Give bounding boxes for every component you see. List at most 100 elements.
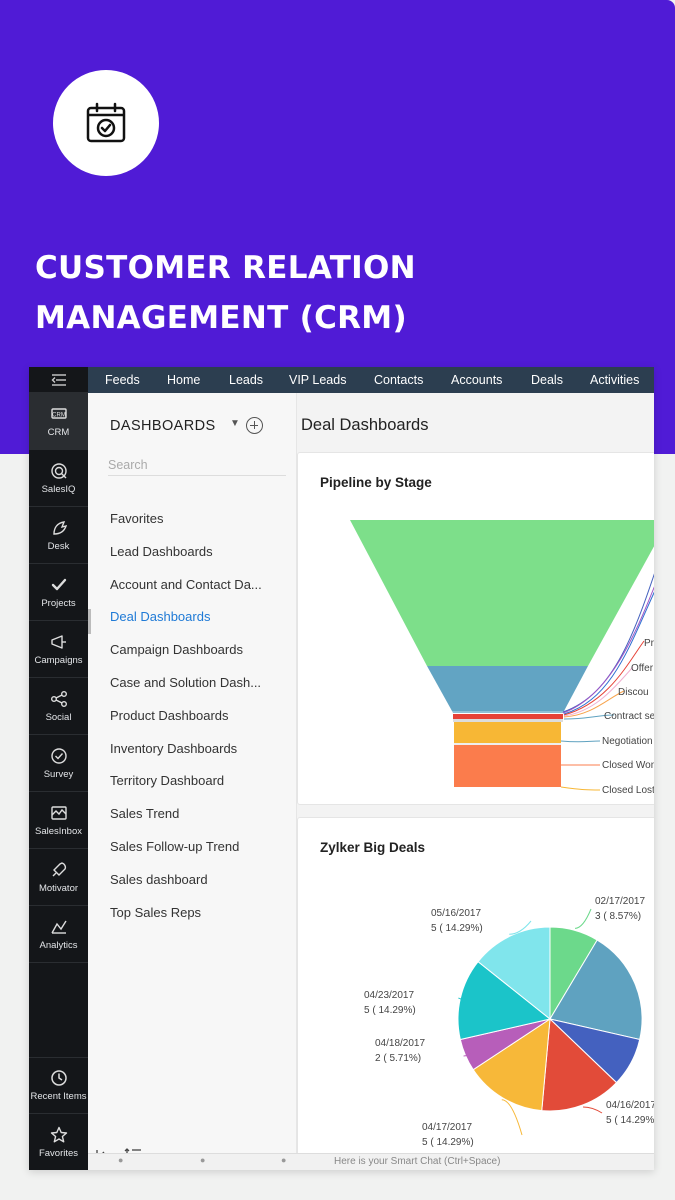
funnel-label: Contract se xyxy=(604,711,654,722)
tab-home[interactable]: Home xyxy=(167,373,201,387)
nav-label: Motivator xyxy=(38,882,79,894)
collapse-menu-button[interactable] xyxy=(29,367,88,393)
dashboard-search-input[interactable] xyxy=(108,454,286,476)
tab-leads[interactable]: Leads xyxy=(229,373,264,387)
funnel-segment[interactable] xyxy=(454,743,561,745)
nav-label: Desk xyxy=(47,540,70,552)
pie-slice[interactable] xyxy=(472,1018,551,1112)
sidebar-item[interactable]: Inventory Dashboards xyxy=(110,740,238,756)
nav-recent-items[interactable]: Recent Items xyxy=(29,1057,88,1114)
sidebar-item[interactable]: Lead Dashboards xyxy=(110,543,213,559)
tab-contacts[interactable]: Contacts xyxy=(374,373,424,387)
nav-label: CRM xyxy=(47,426,70,438)
nav-label: Analytics xyxy=(39,939,78,951)
crm-app-window: CRM CRM SalesIQ Desk Projects Campaigns Social… xyxy=(29,367,654,1170)
big-deals-pie-chart: 02/17/2017 3 ( 8.57%) 04/16/2017 5 ( 14.29%… xyxy=(364,896,654,1148)
pie-label-value: 5 ( 14.29%) xyxy=(422,1137,474,1148)
motivator-icon xyxy=(52,861,66,876)
sidebar-item[interactable]: Campaign Dashboards xyxy=(110,642,243,658)
pie-leader-line xyxy=(463,1050,476,1057)
salesiq-icon xyxy=(50,462,67,479)
nav-motivator[interactable]: Motivator xyxy=(29,849,88,906)
contacts-icon[interactable]: ● xyxy=(281,1155,287,1165)
nav-salesiq[interactable]: SalesIQ xyxy=(29,450,88,507)
nav-survey[interactable]: Survey xyxy=(29,735,88,792)
sidebar-item[interactable]: Sales Trend xyxy=(110,806,180,822)
smart-chat-bar: ● ● ● Here is your Smart Chat (Ctrl+Spac… xyxy=(88,1153,654,1170)
hero-title-line2: MANAGEMENT (CRM) xyxy=(35,300,407,336)
nav-favorites[interactable]: Favorites xyxy=(29,1114,88,1170)
sidebar-item[interactable]: Account and Contact Da... xyxy=(110,576,262,592)
tab-feeds[interactable]: Feeds xyxy=(105,373,140,387)
sidebar-item[interactable]: Product Dashboards xyxy=(110,707,229,723)
pie-leader-line xyxy=(574,908,592,929)
tab-deals[interactable]: Deals xyxy=(531,373,563,387)
sidebar-item[interactable]: Territory Dashboard xyxy=(110,773,225,789)
funnel-label: Offer xyxy=(631,663,654,674)
pie-label-date: 04/17/2017 xyxy=(422,1122,472,1133)
svg-text:CRM: CRM xyxy=(52,412,66,418)
pie-label-date: 04/23/2017 xyxy=(364,990,414,1001)
funnel-segment[interactable] xyxy=(427,666,588,711)
nav-label: Projects xyxy=(41,597,76,609)
app-switcher: CRM CRM SalesIQ Desk Projects Campaigns Social… xyxy=(29,367,88,1170)
funnel-segment[interactable] xyxy=(454,722,561,743)
page-title: Deal Dashboards xyxy=(301,416,429,434)
calendar-check-icon xyxy=(53,70,159,176)
sidebar-item[interactable]: Top Sales Reps xyxy=(110,904,202,920)
card-title: Zylker Big Deals xyxy=(320,840,426,855)
pie-leader-line xyxy=(583,1106,603,1114)
crm-icon: CRM xyxy=(50,407,67,419)
funnel-segment[interactable] xyxy=(350,520,654,666)
nav-projects[interactable]: Projects xyxy=(29,564,88,621)
funnel-label: Discou xyxy=(618,687,649,698)
card-title: Pipeline by Stage xyxy=(320,475,432,490)
star-icon xyxy=(50,1126,67,1143)
sidebar-item[interactable]: Favorites xyxy=(110,511,164,526)
nav-analytics[interactable]: Analytics xyxy=(29,906,88,963)
pie-label-value: 5 ( 14.29%) xyxy=(431,923,483,934)
tab-accounts[interactable]: Accounts xyxy=(451,373,503,387)
funnel-segment[interactable] xyxy=(453,719,563,722)
nav-crm[interactable]: CRM CRM xyxy=(29,393,88,450)
funnel-segment[interactable] xyxy=(452,711,564,713)
campaigns-icon xyxy=(50,634,66,649)
tab-vip-leads[interactable]: VIP Leads xyxy=(289,373,347,387)
funnel-segment[interactable] xyxy=(454,745,561,787)
sidebar-heading: DASHBOARDS xyxy=(110,418,216,434)
tab-activities[interactable]: Activities xyxy=(590,373,640,387)
nav-label: Campaigns xyxy=(34,654,83,666)
nav-salesinbox[interactable]: SalesInbox xyxy=(29,792,88,849)
nav-social[interactable]: Social xyxy=(29,678,88,735)
add-dashboard-icon[interactable] xyxy=(246,417,263,434)
pie-label-value: 2 ( 5.71%) xyxy=(375,1053,421,1064)
chevron-down-icon[interactable]: ▼ xyxy=(230,418,240,429)
sidebar-item[interactable]: Case and Solution Dash... xyxy=(110,674,262,690)
nav-label: Favorites xyxy=(38,1147,79,1159)
sidebar-item[interactable]: Sales dashboard xyxy=(110,871,208,887)
group-chat-icon[interactable]: ● xyxy=(200,1155,206,1165)
nav-desk[interactable]: Desk xyxy=(29,507,88,564)
sidebar-item[interactable]: Deal Dashboards xyxy=(88,609,296,642)
nav-label: Recent Items xyxy=(30,1091,87,1102)
social-icon xyxy=(50,690,67,707)
funnel-segment[interactable] xyxy=(453,714,563,719)
module-tabs: Feeds Home Leads VIP Leads Contacts Acco… xyxy=(88,367,654,393)
funnel-label: Closed Lost xyxy=(602,785,654,796)
dashboards-sidebar: DASHBOARDS ▼ Favorites Lead Dashboards Acc… xyxy=(88,393,297,1170)
nav-label: SalesInbox xyxy=(34,825,82,837)
big-deals-card: Zylker Big Deals 02/17/2017 3 ( 8.57%) 04/… xyxy=(297,817,654,1170)
sidebar-item[interactable]: Sales Follow-up Trend xyxy=(110,838,240,854)
chat-icon[interactable]: ● xyxy=(118,1155,124,1165)
pie-slice[interactable] xyxy=(549,939,643,1041)
smart-chat-input[interactable]: Here is your Smart Chat (Ctrl+Space) xyxy=(334,1156,501,1167)
pie-label-date: 02/17/2017 xyxy=(595,896,645,907)
nav-campaigns[interactable]: Campaigns xyxy=(29,621,88,678)
projects-icon xyxy=(51,578,66,590)
pipeline-card: Pipeline by Stage xyxy=(297,452,654,805)
desk-icon xyxy=(52,520,67,535)
pie-label-value: 5 ( 14.29%) xyxy=(364,1005,416,1016)
pie-slice[interactable] xyxy=(541,1017,618,1112)
pie-label-date: 04/18/2017 xyxy=(375,1038,425,1049)
pie-slice[interactable] xyxy=(477,926,551,1021)
